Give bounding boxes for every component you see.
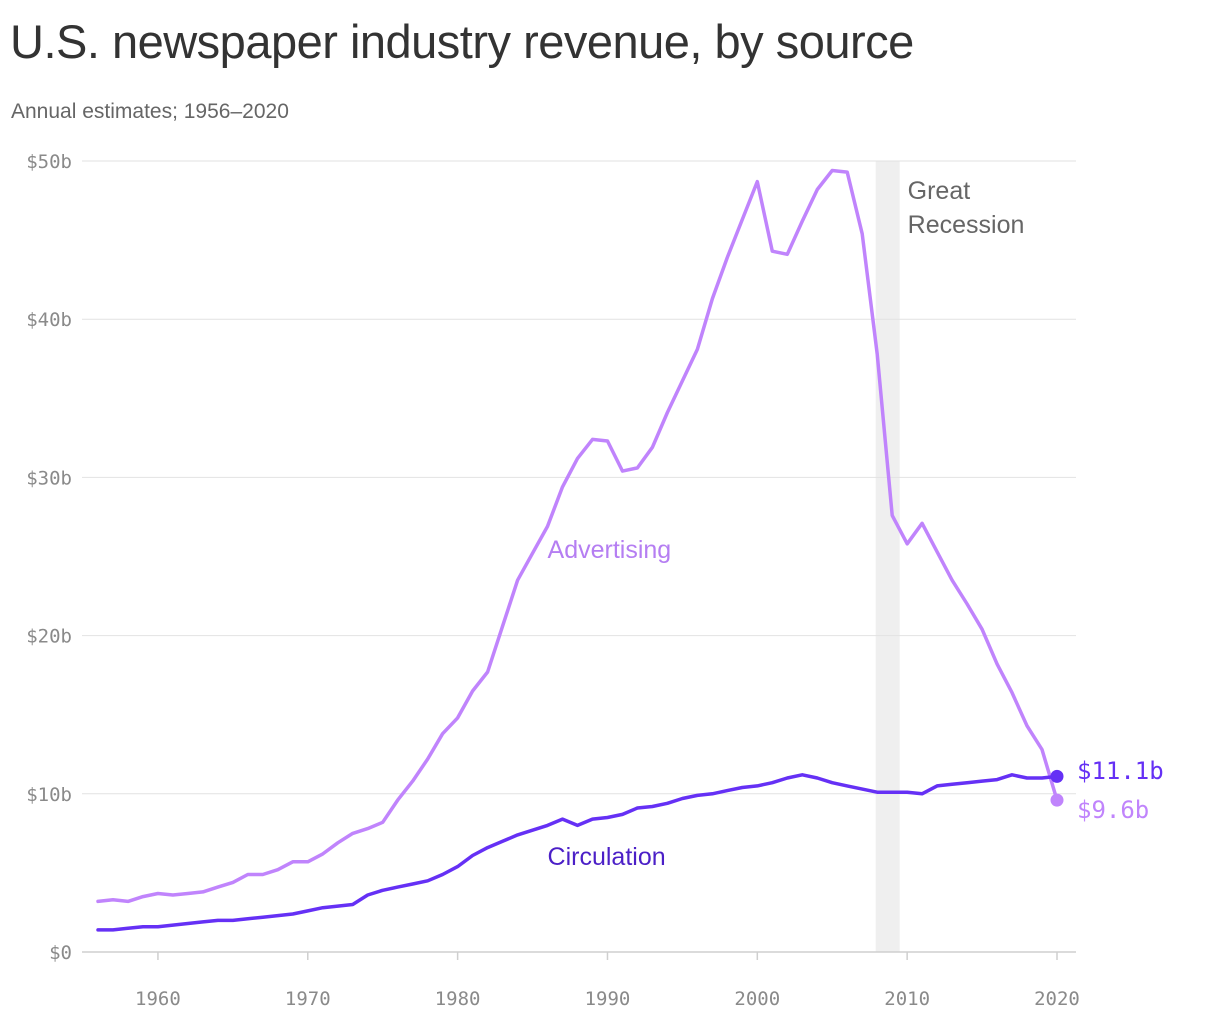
series-line-circulation (96, 773, 1059, 932)
x-tick-label: 2010 (884, 988, 930, 1010)
end-value-label-advertising: $9.6b (1077, 796, 1149, 824)
series-layer (96, 168, 1064, 932)
series-label-advertising: Advertising (548, 536, 672, 564)
y-tick-label: $50b (26, 151, 72, 173)
chart-subtitle: Annual estimates; 1956–2020 (11, 100, 289, 123)
y-tick-label: $10b (26, 784, 72, 806)
recession-band-layer (875, 161, 900, 952)
y-tick-label: $30b (26, 467, 72, 489)
recession-label: Great Recession (908, 177, 1025, 239)
end-point-advertising (1050, 793, 1064, 807)
x-tick-label: 2020 (1034, 988, 1080, 1010)
axis-layer: $0 $10b $20b $30b $40b $50b 1960 1970 1980 1990 20… (26, 151, 1080, 1010)
x-tick-label: 1990 (585, 988, 631, 1010)
y-tick-label: $0 (49, 942, 72, 964)
recession-band (875, 161, 900, 952)
end-value-label-circulation: $11.1b (1077, 757, 1164, 785)
chart-title: U.S. newspaper industry revenue, by sour… (10, 15, 914, 68)
x-tick-label: 1980 (435, 988, 481, 1010)
x-tick-label: 1960 (135, 988, 181, 1010)
x-tick-label: 1970 (285, 988, 331, 1010)
recession-label-line: Recession (908, 211, 1025, 239)
y-tick-label: $20b (26, 626, 72, 648)
x-tick-label: 2000 (734, 988, 780, 1010)
series-line-advertising (96, 168, 1059, 904)
recession-label-line: Great (908, 177, 971, 205)
y-tick-label: $40b (26, 309, 72, 331)
label-layer: Great Recession Advertising Circulation $11.… (548, 177, 1164, 871)
series-label-circulation: Circulation (548, 843, 666, 871)
end-point-circulation (1050, 769, 1064, 783)
